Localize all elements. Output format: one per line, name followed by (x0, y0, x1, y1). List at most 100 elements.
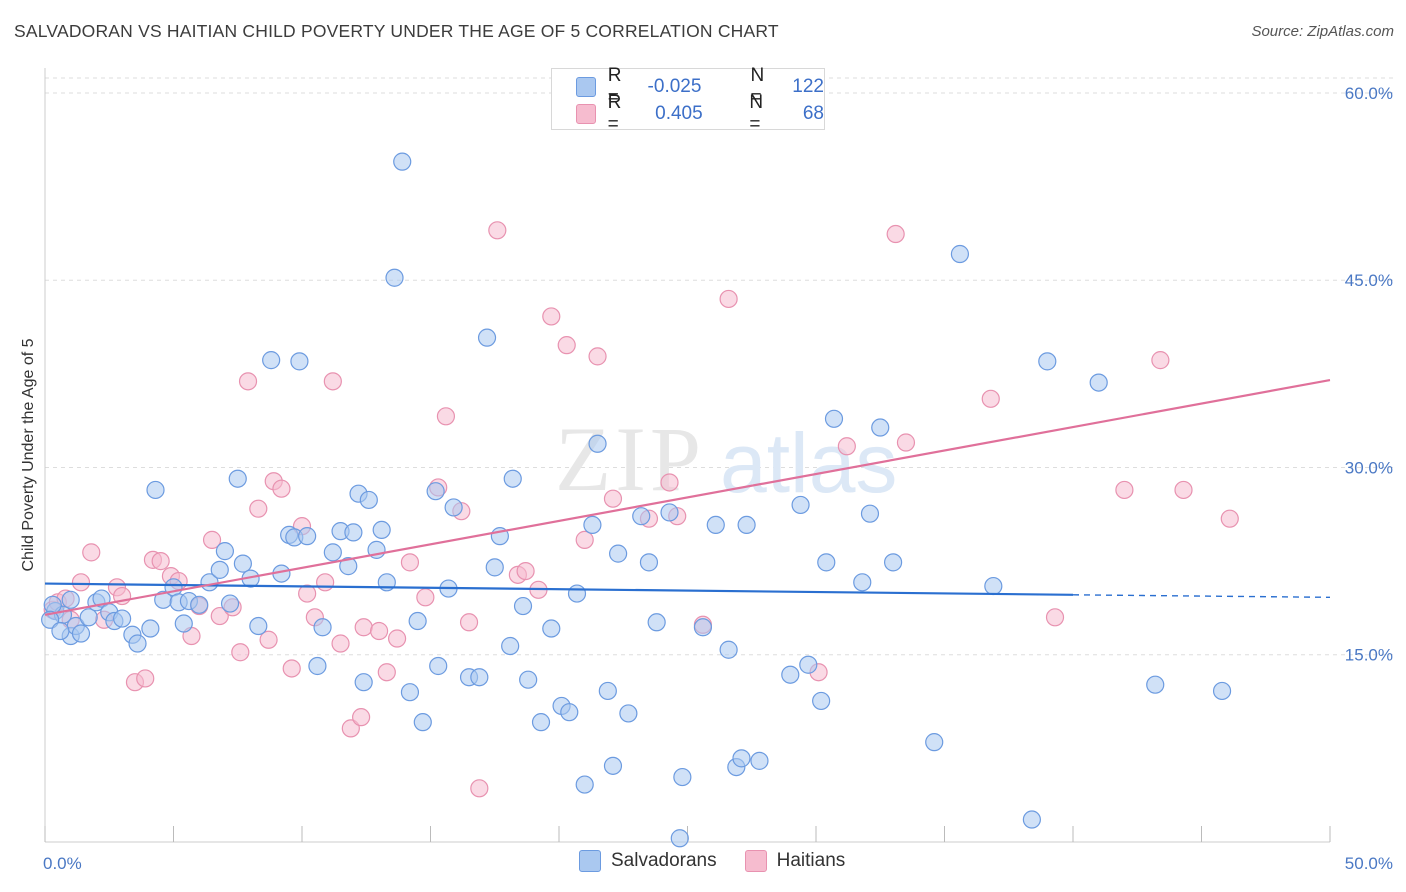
salvadoran-point (215, 542, 234, 561)
salvadoran-point (619, 704, 638, 723)
haitian-point (231, 643, 250, 662)
haitian-point (575, 530, 594, 549)
salvadorans-legend-swatch (579, 850, 601, 872)
haitian-point (400, 553, 420, 572)
salvadoran-point (812, 691, 831, 711)
salvadoran-points (41, 152, 1232, 848)
legend-item-salvadorans: Salvadorans (579, 850, 717, 872)
salvadoran-point (128, 634, 147, 653)
salvadoran-point (298, 527, 317, 546)
watermark-zip: ZIP (555, 408, 705, 510)
salvadoran-r-label: R = (607, 65, 622, 108)
y-axis-label: Child Poverty Under the Age of 5 (20, 338, 37, 571)
salvadoran-point (393, 152, 412, 171)
salvadoran-point (339, 557, 358, 576)
salvadoran-point (400, 683, 420, 702)
haitian-point (377, 663, 396, 682)
haitians-legend-label: Haitians (776, 850, 846, 871)
salvadoran-point (824, 409, 844, 428)
salvadoran-point (308, 656, 327, 676)
salvadoran-point (408, 611, 427, 631)
salvadoran-swatch (576, 77, 596, 97)
haitian-point (71, 573, 91, 592)
salvadoran-point (883, 553, 903, 572)
salvadoran-point (112, 609, 132, 628)
haitian-point (249, 499, 268, 518)
haitian-point (837, 437, 856, 456)
haitian-point (316, 573, 335, 592)
haitian-swatch (576, 104, 596, 124)
salvadoran-r-value: -0.025 (647, 76, 702, 97)
salvadoran-point (210, 560, 229, 579)
salvadoran-point (220, 594, 240, 613)
trend-lines (44, 379, 1331, 616)
salvadoran-point (560, 703, 579, 722)
salvadoran-point (1089, 373, 1108, 392)
salvadoran-point (61, 590, 80, 609)
watermark: ZIP atlas (555, 408, 897, 510)
source-credit: Source: ZipAtlas.com (1251, 23, 1394, 40)
salvadoran-point (791, 495, 810, 515)
haitian-point (151, 552, 170, 571)
stats-legend: R = -0.025 N = 122 R = 0.405 N = 68 (551, 65, 825, 135)
haitian-point (82, 543, 101, 562)
salvadoran-point (732, 749, 751, 768)
haitian-point (886, 224, 905, 244)
salvadoran-point (444, 498, 463, 517)
salvadoran-point (51, 621, 70, 641)
salvadoran-point (233, 554, 252, 573)
salvadoran-point (871, 418, 890, 437)
salvadoran-point (228, 469, 247, 488)
salvadoran-point (146, 480, 165, 500)
salvadoran-point (262, 351, 281, 370)
x-tick-label: 50.0% (1345, 854, 1393, 873)
haitian-point (202, 530, 222, 549)
haitian-point (488, 221, 507, 240)
haitian-point (516, 561, 535, 581)
haitian-trend-line (44, 379, 1331, 616)
haitian-point (719, 289, 738, 309)
haitian-n-value: 68 (802, 103, 824, 124)
haitian-point (981, 389, 1000, 408)
salvadoran-point (190, 595, 209, 614)
salvadoran-trend-line (44, 582, 1074, 596)
salvadoran-point (290, 352, 309, 371)
tick-labels: 15.0% 30.0% 45.0% 60.0% 0.0% 50.0% (43, 84, 1393, 873)
y-tick-label: 30.0% (1345, 458, 1393, 477)
salvadoran-point (639, 553, 659, 572)
haitian-point (1115, 480, 1134, 500)
salvadoran-point (344, 523, 363, 542)
salvadoran-n-value: 122 (792, 76, 824, 97)
salvadoran-point (477, 328, 497, 347)
haitian-point (210, 606, 229, 626)
salvadoran-point (817, 553, 836, 572)
salvadoran-point (542, 619, 561, 638)
haitian-point (331, 634, 350, 653)
salvadoran-point (609, 544, 628, 563)
haitian-point (1045, 608, 1065, 627)
salvadoran-point (413, 713, 432, 732)
haitian-point (136, 669, 155, 688)
haitians-legend-swatch (744, 850, 767, 872)
haitian-point (1151, 351, 1170, 370)
haitian-point (588, 347, 607, 366)
haitian-point (1220, 509, 1239, 528)
haitian-point (341, 719, 360, 738)
salvadoran-point (501, 636, 520, 656)
salvadoran-point (43, 595, 62, 614)
haitian-point (323, 372, 342, 391)
y-tick-label: 15.0% (1345, 646, 1393, 665)
salvadoran-point (799, 655, 818, 674)
salvadoran-point (984, 576, 1003, 596)
haitian-point (272, 479, 291, 498)
salvadoran-point (323, 543, 342, 562)
haitian-r-label: R = (607, 92, 622, 135)
haitian-point (282, 659, 301, 678)
salvadoran-point (79, 608, 98, 627)
salvadoran-point (174, 614, 193, 633)
salvadoran-point (249, 616, 268, 636)
haitian-point (557, 336, 576, 355)
haitian-point (542, 307, 561, 326)
salvadoran-point (583, 515, 602, 535)
salvadoran-point (647, 613, 666, 632)
